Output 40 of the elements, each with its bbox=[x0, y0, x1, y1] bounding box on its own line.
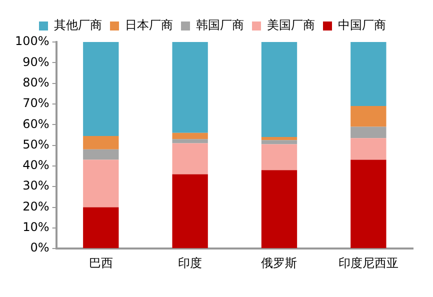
bar bbox=[172, 174, 208, 248]
bar bbox=[83, 136, 119, 150]
y-tick-label: 0% bbox=[30, 240, 50, 255]
bar bbox=[83, 42, 119, 136]
bar bbox=[83, 207, 119, 248]
y-tick-label: 70% bbox=[22, 96, 50, 110]
x-tick-label: 俄罗斯 bbox=[261, 256, 298, 270]
bar bbox=[172, 132, 208, 140]
legend-label: 中国厂商 bbox=[338, 18, 386, 32]
x-tick-label: 印度 bbox=[178, 256, 202, 270]
y-tick-label: 10% bbox=[22, 220, 50, 234]
legend-label: 美国厂商 bbox=[267, 18, 315, 32]
y-tick-label: 40% bbox=[22, 158, 50, 172]
bar bbox=[261, 144, 298, 170]
bar bbox=[172, 143, 208, 174]
bar bbox=[350, 126, 386, 138]
x-tick-label: 印度尼西亚 bbox=[338, 256, 398, 270]
bar bbox=[83, 160, 119, 208]
y-tick-label: 30% bbox=[22, 178, 50, 193]
y-tick-label: 100% bbox=[14, 34, 50, 48]
y-tick-label: 60% bbox=[22, 116, 50, 131]
bar bbox=[350, 160, 386, 248]
bar bbox=[350, 138, 386, 160]
bar bbox=[261, 42, 298, 138]
y-tick-label: 20% bbox=[22, 199, 50, 214]
legend-label: 韩国厂商 bbox=[196, 18, 244, 32]
bar bbox=[172, 139, 208, 144]
y-tick-label: 90% bbox=[22, 54, 50, 69]
bar bbox=[261, 170, 298, 248]
bar bbox=[350, 42, 386, 106]
bar bbox=[261, 137, 298, 140]
bar bbox=[350, 106, 386, 127]
x-tick-label: 巴西 bbox=[88, 256, 113, 270]
bar bbox=[83, 149, 119, 160]
legend-label: 日本厂商 bbox=[125, 18, 173, 32]
y-tick-label: 50% bbox=[22, 137, 50, 152]
bar bbox=[172, 42, 208, 133]
bar bbox=[261, 140, 298, 144]
legend-label: 其他厂商 bbox=[54, 18, 102, 32]
y-tick-label: 80% bbox=[22, 75, 50, 90]
